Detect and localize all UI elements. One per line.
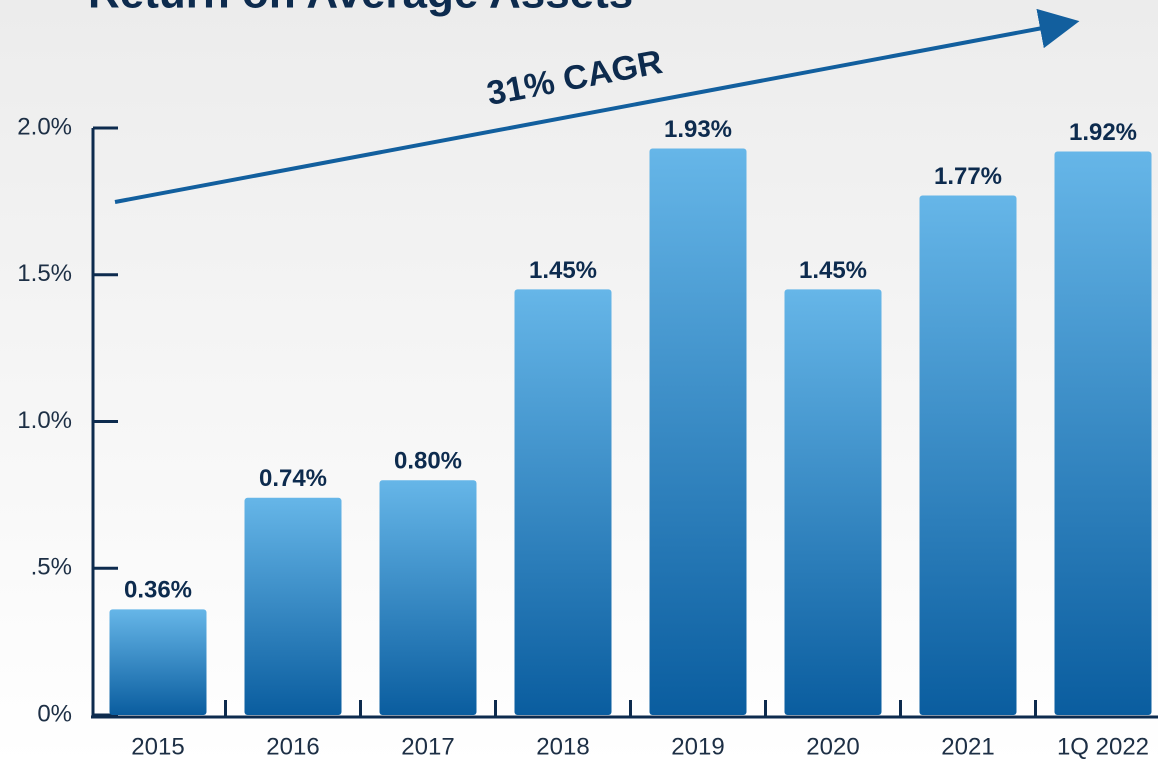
- bar: [784, 289, 882, 715]
- value-label: 1.45%: [799, 257, 867, 284]
- x-tick-label: 2019: [671, 733, 724, 760]
- value-label: 1.93%: [664, 116, 732, 143]
- value-label: 1.45%: [529, 257, 597, 284]
- value-label: 1.77%: [934, 163, 1002, 190]
- bar: [1054, 151, 1152, 716]
- y-tick-label: 0%: [37, 700, 72, 727]
- bar: [109, 609, 207, 715]
- x-tick-label: 2020: [806, 733, 859, 760]
- bar: [514, 289, 612, 715]
- x-tick-label: 1Q 2022: [1057, 733, 1149, 760]
- y-tick-label: 1.0%: [17, 407, 72, 434]
- bar: [919, 195, 1017, 715]
- bar: [649, 148, 747, 716]
- value-label: 0.80%: [394, 448, 462, 475]
- y-tick-label: 2.0%: [17, 113, 72, 140]
- value-label: 0.36%: [124, 577, 192, 604]
- bar: [379, 480, 477, 715]
- x-tick-label: 2017: [401, 733, 454, 760]
- trend-arrow: [114, 8, 1080, 204]
- bar: [244, 497, 342, 715]
- chart-title: Return on Average Assets: [88, 0, 633, 18]
- value-label: 1.92%: [1069, 119, 1137, 146]
- x-tick-label: 2015: [131, 733, 184, 760]
- x-tick-label: 2018: [536, 733, 589, 760]
- value-label: 0.74%: [259, 465, 327, 492]
- y-tick-label: .5%: [31, 554, 72, 581]
- x-tick-label: 2016: [266, 733, 319, 760]
- x-tick-label: 2021: [941, 733, 994, 760]
- y-tick-label: 1.5%: [17, 260, 72, 287]
